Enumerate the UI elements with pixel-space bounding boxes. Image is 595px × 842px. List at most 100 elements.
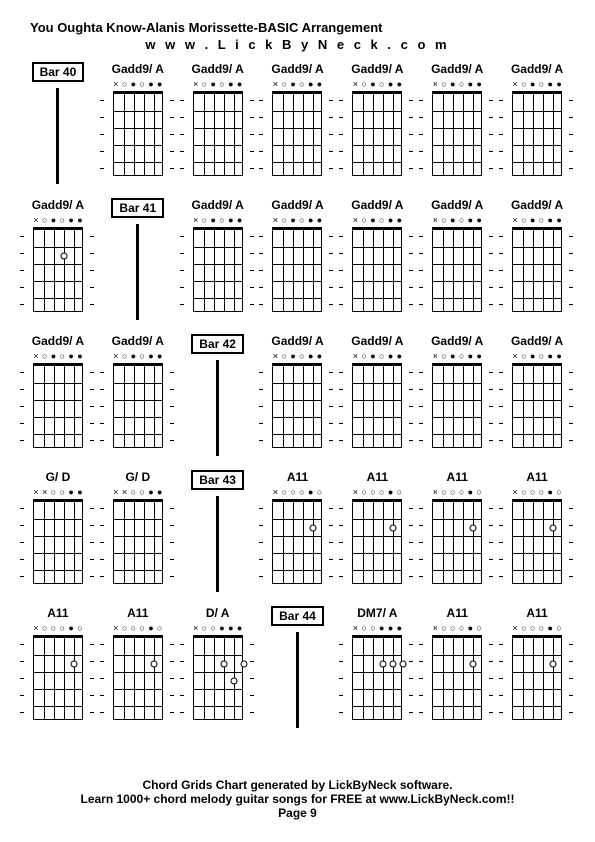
- chord-diagram: ××○○●●: [108, 488, 168, 584]
- chord-cell: A11×○○○●○: [100, 606, 176, 736]
- fretboard: [512, 227, 562, 312]
- head-symbol: ○: [475, 488, 483, 498]
- side-ticks: [499, 500, 505, 585]
- side-ticks: [170, 92, 176, 177]
- fretboard: [272, 499, 322, 584]
- head-symbol: ●: [209, 80, 217, 90]
- head-symbol: ○: [315, 488, 323, 498]
- chord-head-symbols: ×○○○●○: [431, 624, 483, 634]
- side-ticks: [90, 636, 96, 721]
- chord-diagram: ×○●○●●: [347, 352, 407, 448]
- chord-head-symbols: ×○●○●●: [112, 352, 164, 362]
- chord-name: Gadd9/ A: [32, 198, 84, 214]
- chord-head-symbols: ×○○○●○: [112, 624, 164, 634]
- chord-cell: A11×○○○●○: [499, 606, 575, 736]
- chord-cell: A11×○○○●○: [419, 606, 495, 736]
- fretboard: [113, 91, 163, 176]
- side-ticks: [100, 92, 106, 177]
- chord-cell: G/ D××○○●●: [100, 470, 176, 600]
- chord-diagram: ×○○○●○: [28, 624, 88, 720]
- side-ticks: [329, 228, 335, 313]
- fretboard: [352, 499, 402, 584]
- fretboard: [113, 635, 163, 720]
- head-symbol: ●: [236, 80, 244, 90]
- side-ticks: [489, 364, 495, 449]
- head-symbol: ●: [315, 216, 323, 226]
- chord-cell: A11×○○○●○: [20, 606, 96, 736]
- chord-head-symbols: ×○●○●●: [431, 80, 483, 90]
- side-ticks: [499, 92, 505, 177]
- head-symbol: ●: [529, 352, 537, 362]
- finger-dot: [400, 660, 407, 667]
- side-ticks: [569, 92, 575, 177]
- head-symbol: ×: [192, 80, 200, 90]
- head-symbol: ●: [378, 624, 386, 634]
- head-symbol: ○: [41, 352, 49, 362]
- head-symbol: ×: [121, 488, 129, 498]
- chord-head-symbols: ×○●○●●: [351, 80, 403, 90]
- side-ticks: [409, 500, 415, 585]
- head-symbol: ○: [129, 624, 137, 634]
- head-symbol: ○: [156, 624, 164, 634]
- head-symbol: ○: [529, 488, 537, 498]
- chord-cell: D/ A×○○●●●: [180, 606, 256, 736]
- side-ticks: [499, 228, 505, 313]
- head-symbol: ○: [121, 624, 129, 634]
- side-ticks: [20, 228, 26, 313]
- head-symbol: ○: [369, 624, 377, 634]
- head-symbol: ●: [555, 352, 563, 362]
- chord-cell: Gadd9/ A×○●○●●: [499, 334, 575, 464]
- fretboard: [432, 91, 482, 176]
- head-symbol: ●: [289, 352, 297, 362]
- head-symbol: ○: [360, 488, 368, 498]
- head-symbol: ●: [147, 624, 155, 634]
- finger-dot: [230, 677, 237, 684]
- chord-cell: Gadd9/ A×○●○●●: [100, 334, 176, 464]
- bar-label: Bar 43: [191, 470, 244, 490]
- head-symbol: ○: [440, 488, 448, 498]
- chord-name: Gadd9/ A: [271, 334, 323, 350]
- chord-cell: Gadd9/ A×○●○●●: [180, 198, 256, 328]
- bar-marker: Bar 43: [180, 470, 256, 600]
- bar-line: [216, 496, 219, 592]
- side-ticks: [329, 92, 335, 177]
- side-ticks: [419, 500, 425, 585]
- head-symbol: ●: [76, 216, 84, 226]
- head-symbol: ●: [227, 80, 235, 90]
- side-ticks: [419, 636, 425, 721]
- footer-line-2: Learn 1000+ chord melody guitar songs fo…: [20, 792, 575, 806]
- chord-cell: Gadd9/ A×○●○●●: [260, 62, 336, 192]
- head-symbol: ○: [121, 352, 129, 362]
- head-symbol: ○: [378, 488, 386, 498]
- head-symbol: ○: [298, 80, 306, 90]
- head-symbol: ×: [112, 352, 120, 362]
- side-ticks: [180, 228, 186, 313]
- finger-dot: [550, 660, 557, 667]
- head-symbol: ●: [555, 216, 563, 226]
- chord-head-symbols: ×○○○●○: [511, 488, 563, 498]
- head-symbol: ○: [50, 488, 58, 498]
- side-ticks: [170, 500, 176, 585]
- head-symbol: ○: [395, 488, 403, 498]
- side-ticks: [339, 92, 345, 177]
- side-ticks: [409, 228, 415, 313]
- chord-head-symbols: ×○●○●●: [271, 80, 323, 90]
- chord-cell: Gadd9/ A×○●○●●: [419, 198, 495, 328]
- head-symbol: ○: [537, 352, 545, 362]
- chord-diagram: ×○○○●○: [427, 488, 487, 584]
- chord-diagram: ×○●○●●: [507, 352, 567, 448]
- chord-head-symbols: ×○●○●●: [511, 80, 563, 90]
- side-ticks: [20, 636, 26, 721]
- footer-line-1: Chord Grids Chart generated by LickByNec…: [20, 778, 575, 792]
- side-ticks: [90, 228, 96, 313]
- side-ticks: [419, 228, 425, 313]
- finger-dot: [310, 524, 317, 531]
- head-symbol: ○: [458, 488, 466, 498]
- chord-diagram: ×○●○●●: [267, 352, 327, 448]
- head-symbol: ×: [511, 352, 519, 362]
- chord-diagram: ×○●○●●: [267, 80, 327, 176]
- chord-cell: Gadd9/ A×○●○●●: [100, 62, 176, 192]
- head-symbol: ○: [555, 624, 563, 634]
- head-symbol: ○: [475, 624, 483, 634]
- side-ticks: [569, 228, 575, 313]
